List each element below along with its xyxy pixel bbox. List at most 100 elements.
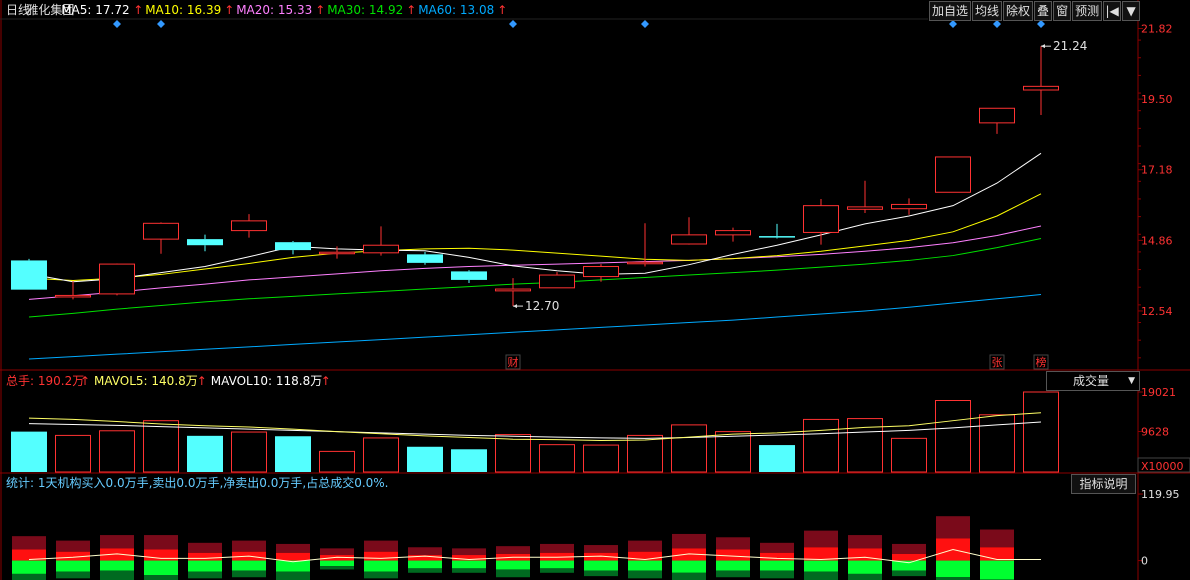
- volume-tick-label: 19021: [1141, 386, 1176, 399]
- indicator-bar-darkgreen: [408, 568, 442, 573]
- event-diamond-icon: [949, 20, 957, 28]
- indicator-bar-red: [672, 548, 706, 561]
- volume-bar-up: [495, 434, 531, 473]
- indicator-bar-green: [628, 560, 662, 571]
- event-diamond-icon: [157, 20, 165, 28]
- up-arrow-icon: ↑: [406, 3, 416, 17]
- indicator-bar-red: [188, 552, 222, 561]
- indicator-bar-darkgreen: [100, 570, 134, 580]
- price-tick-label: 17.18: [1141, 164, 1173, 177]
- volume-bar-up: [671, 424, 707, 473]
- price-tick-label: 19.50: [1141, 93, 1173, 106]
- candle-up: [803, 205, 839, 233]
- indicator-bar-red: [716, 549, 750, 561]
- indicator-bar-darkgreen: [936, 577, 970, 580]
- candle-up: [583, 266, 619, 278]
- toolbar-button-3[interactable]: 叠: [1034, 1, 1053, 21]
- period-label: 日线: [6, 3, 30, 17]
- indicator-bar-red: [584, 552, 618, 561]
- indicator-bar-green: [188, 560, 222, 572]
- indicator-bar-darkred: [760, 542, 794, 553]
- ma5-line: [28, 152, 1042, 283]
- price-tick-label: 12.54: [1141, 305, 1173, 318]
- indicator-bar-darkred: [672, 533, 706, 549]
- candle-up: [231, 220, 267, 232]
- indicator-tick-label: 119.95: [1141, 488, 1180, 501]
- candle-up: [495, 288, 531, 292]
- indicator-bar-darkgreen: [760, 570, 794, 579]
- event-marker-box: [505, 354, 521, 370]
- volume-bar-down: [11, 431, 47, 472]
- candle-up: [363, 244, 399, 254]
- volume-bar-down: [275, 436, 311, 472]
- candle-down: [407, 254, 443, 263]
- ma20-line: [28, 225, 1042, 300]
- ma-legend-2: MA20: 15.33: [236, 3, 312, 17]
- candle-up: [671, 234, 707, 245]
- price-annotation-label: 21.24: [1053, 39, 1087, 53]
- indicator-help-button[interactable]: 指标说明: [1071, 474, 1136, 494]
- nav-first-icon[interactable]: |◀: [1103, 1, 1122, 21]
- up-arrow-icon: ↑: [80, 374, 90, 388]
- volume-bar-up: [935, 400, 971, 473]
- indicator-bar-darkgreen: [364, 571, 398, 579]
- candle-up: [935, 156, 971, 193]
- chevron-down-icon: ▼: [1128, 376, 1135, 386]
- indicator-bar-green: [276, 560, 310, 572]
- indicator-bar-red: [452, 555, 486, 561]
- event-diamond-icon: [509, 20, 517, 28]
- toolbar-button-2[interactable]: 除权: [1003, 1, 1034, 21]
- stock-name: 雅化集团: [26, 2, 74, 17]
- volume-bar-up: [803, 418, 839, 473]
- indicator-bar-darkgreen: [496, 569, 530, 578]
- toolbar-button-5[interactable]: 预测: [1072, 1, 1103, 21]
- indicator-bar-darkgreen: [540, 568, 574, 573]
- indicator-bar-darkgreen: [584, 570, 618, 577]
- volume-unit-box: [1137, 457, 1190, 473]
- toolbar-button-4[interactable]: 窗: [1053, 1, 1072, 21]
- volume-bar-up: [99, 430, 135, 473]
- volume-bar-down: [407, 446, 443, 472]
- indicator-tick-label: 0: [1141, 555, 1148, 568]
- indicator-bar-green: [56, 560, 90, 572]
- indicator-bar-red: [364, 551, 398, 561]
- candle-up: [715, 230, 751, 236]
- volume-bar-down: [187, 435, 223, 472]
- price-tick-label: 21.82: [1141, 23, 1173, 36]
- indicator-bar-darkred: [188, 542, 222, 553]
- indicator-select-volume[interactable]: 成交量 ▼: [1046, 371, 1140, 391]
- candle-up: [539, 274, 575, 289]
- indicator-bar-red: [144, 549, 178, 561]
- volume-bar-up: [231, 431, 267, 473]
- ma-legend-4: MA60: 13.08: [418, 3, 494, 17]
- mavol10-line: [28, 421, 1042, 439]
- volume-bar-down: [451, 449, 487, 472]
- indicator-bar-red: [628, 551, 662, 561]
- volume-bar-up: [627, 434, 663, 473]
- event-marker-label: 张: [992, 356, 1003, 369]
- ma-legend-0: MA5: 17.72: [61, 3, 129, 17]
- candle-up: [99, 263, 135, 295]
- indicator-bar-red: [320, 555, 354, 561]
- indicator-bar-green: [892, 560, 926, 571]
- up-arrow-icon: ↑: [133, 3, 143, 17]
- candle-up: [55, 294, 91, 298]
- indicator-bar-green: [452, 560, 486, 569]
- toolbar-button-0[interactable]: 加自选: [929, 1, 972, 21]
- indicator-bar-darkgreen: [848, 573, 882, 580]
- mavol5-line: [28, 412, 1042, 441]
- candle-down: [11, 260, 47, 290]
- indicator-bar-darkgreen: [892, 570, 926, 577]
- indicator-select-label: 成交量: [1073, 374, 1110, 388]
- indicator-bar-red: [980, 547, 1014, 561]
- indicator-bar-red: [760, 552, 794, 561]
- ma10-line: [28, 193, 1042, 282]
- indicator-bar-darkgreen: [320, 566, 354, 570]
- volume-bar-up: [715, 431, 751, 473]
- toolbar-button-1[interactable]: 均线: [972, 1, 1003, 21]
- stats-text: 统计: 1天机构买入0.0万手,卖出0.0万手,净卖出0.0万手,占总成交0.0…: [6, 475, 389, 490]
- chevron-down-icon[interactable]: ▼: [1122, 1, 1141, 21]
- indicator-bar-green: [584, 560, 618, 571]
- event-diamond-icon: [641, 20, 649, 28]
